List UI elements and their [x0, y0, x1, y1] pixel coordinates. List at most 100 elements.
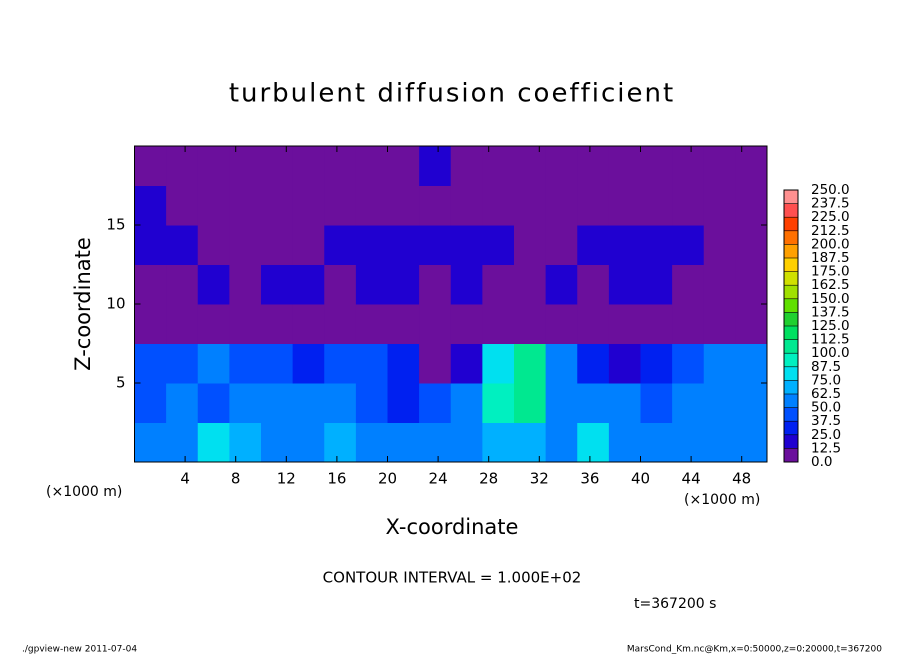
heatmap-cell [640, 185, 673, 226]
heatmap-cell [735, 422, 768, 463]
x-tick-label: 40 [631, 470, 650, 488]
x-axis-label: X-coordinate [386, 515, 519, 539]
x-unit-label: (×1000 m) [46, 484, 122, 500]
heatmap-cell [166, 264, 199, 305]
heatmap-cell [640, 146, 673, 186]
heatmap-cell [166, 422, 199, 463]
heatmap-cell [545, 225, 578, 265]
heatmap-cell [229, 185, 262, 226]
x-tick-label: 20 [378, 470, 397, 488]
heatmap-cell [292, 146, 325, 186]
colorbar-label: 212.5 [811, 223, 850, 239]
colorbar-label: 225.0 [811, 209, 850, 225]
colorbar-label: 200.0 [811, 236, 850, 252]
x-tick-label: 28 [479, 470, 498, 488]
heatmap-cell [545, 383, 578, 423]
heatmap-cell [640, 264, 673, 305]
heatmap-cell [735, 383, 768, 423]
heatmap-cell [450, 225, 483, 265]
heatmap-cell [608, 383, 641, 423]
colorbar-label: 187.5 [811, 250, 850, 266]
colorbar-bin [784, 394, 798, 408]
heatmap-cell [482, 225, 515, 265]
heatmap-cell [166, 225, 199, 265]
heatmap-cell [292, 185, 325, 226]
heatmap-cell [514, 422, 547, 463]
heatmap-cell [608, 225, 641, 265]
heatmap-cell [608, 264, 641, 305]
heatmap-cell [482, 185, 515, 226]
heatmap-cell [355, 383, 388, 423]
colorbar-bin [784, 326, 798, 340]
heatmap-cell [577, 304, 610, 344]
heatmap-cell [419, 146, 452, 186]
heatmap-cell [703, 422, 736, 463]
heatmap-cell [166, 146, 199, 186]
colorbar-bin [784, 298, 798, 313]
colorbar-label: 112.5 [811, 332, 850, 348]
heatmap-cell [450, 343, 483, 384]
colorbar-bin [784, 258, 798, 272]
heatmap-cell [292, 383, 325, 423]
heatmap-cell [672, 146, 705, 186]
time-note: t=367200 s [634, 596, 716, 612]
colorbar-label: 62.5 [811, 386, 841, 402]
heatmap-cell [324, 383, 357, 423]
x-tick-label: 36 [580, 470, 599, 488]
colorbar-bin [784, 380, 798, 394]
colorbar-bin [784, 271, 798, 286]
chart-title: turbulent diffusion coefficient [229, 79, 675, 109]
colorbar-label: 162.5 [811, 277, 850, 293]
heatmap-cell [355, 343, 388, 384]
heatmap-cell [672, 185, 705, 226]
colorbar-label: 250.0 [811, 182, 850, 198]
heatmap-cell [324, 264, 357, 305]
colorbar-label: 175.0 [811, 264, 850, 280]
heatmap-cell [672, 383, 705, 423]
heatmap-cell [261, 264, 294, 305]
heatmap-cell [197, 264, 230, 305]
heatmap-cell [450, 264, 483, 305]
colorbar-label: 75.0 [811, 372, 841, 388]
heatmap-cell [134, 422, 167, 463]
colorbar-label: 50.0 [811, 400, 841, 416]
heatmap-cell [735, 343, 768, 384]
heatmap-cell [387, 225, 420, 265]
heatmap-cell [482, 422, 515, 463]
heatmap-cell [545, 185, 578, 226]
colorbar-label: 37.5 [811, 413, 841, 429]
heatmap-cell [640, 225, 673, 265]
heatmap-cell [292, 422, 325, 463]
heatmap-cell [640, 304, 673, 344]
colorbar-bin [784, 353, 798, 367]
heatmap-cell [166, 383, 199, 423]
colorbar-bin [784, 434, 798, 449]
heatmap-cell [261, 146, 294, 186]
heatmap-cell [387, 383, 420, 423]
heatmap-cell [355, 264, 388, 305]
heatmap-cell [197, 146, 230, 186]
heatmap-cell [577, 383, 610, 423]
y-axis-label: Z-coordinate [71, 237, 95, 371]
heatmap-cell [735, 304, 768, 344]
x-tick-label: 16 [327, 470, 346, 488]
colorbar-bin [784, 285, 798, 299]
heatmap-cell [450, 146, 483, 186]
heatmap-cell [735, 146, 768, 186]
heatmap-cell [229, 146, 262, 186]
heatmap-cell [450, 304, 483, 344]
footer-right: MarsCond_Km.nc@Km,x=0:50000,z=0:20000,t=… [627, 645, 882, 654]
heatmap-cell [545, 146, 578, 186]
colorbar-label: 87.5 [811, 359, 841, 375]
heatmap-cell [419, 264, 452, 305]
colorbar-label: 0.0 [811, 454, 832, 470]
heatmap-cell [261, 304, 294, 344]
heatmap-cell [134, 185, 167, 226]
heatmap-cell [735, 185, 768, 226]
heatmap-cell [166, 185, 199, 226]
y-tick-label: 15 [106, 216, 125, 234]
heatmap-cell [514, 225, 547, 265]
heatmap-cell [672, 422, 705, 463]
heatmap-cell [545, 422, 578, 463]
heatmap-cell [229, 264, 262, 305]
